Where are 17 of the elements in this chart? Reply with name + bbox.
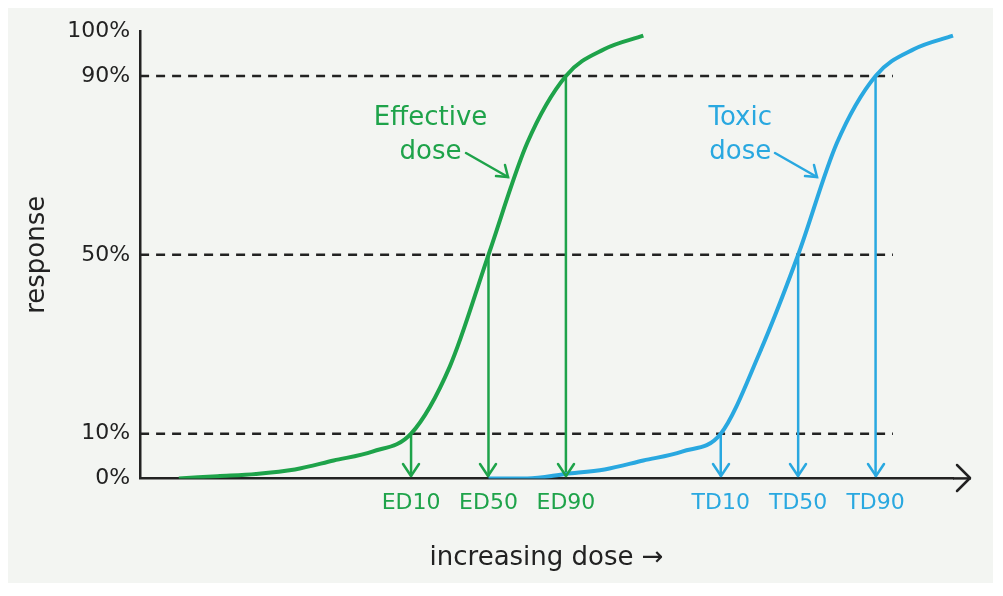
y-tick-label: 0% [95, 464, 131, 490]
text: Toxic dose [707, 100, 772, 165]
x-axis-title: increasing dose → [429, 541, 664, 572]
x-tick-label: ED90 [536, 489, 596, 515]
y-tick-label: 90% [81, 61, 131, 87]
x-tick-label: TD10 [690, 489, 750, 515]
series-label: Effective dose [373, 100, 488, 165]
x-tick-label: ED10 [381, 489, 441, 515]
x-tick-label: TD90 [845, 489, 905, 515]
y-tick-label: 10% [81, 419, 131, 445]
y-tick-label: 50% [81, 240, 131, 266]
x-tick-label: ED50 [459, 489, 518, 515]
y-axis-title: response [20, 195, 51, 314]
y-tick-label: 100% [67, 16, 131, 42]
line-series [176, 33, 646, 479]
x-tick-label: TD50 [767, 489, 828, 515]
line-series [486, 33, 955, 479]
